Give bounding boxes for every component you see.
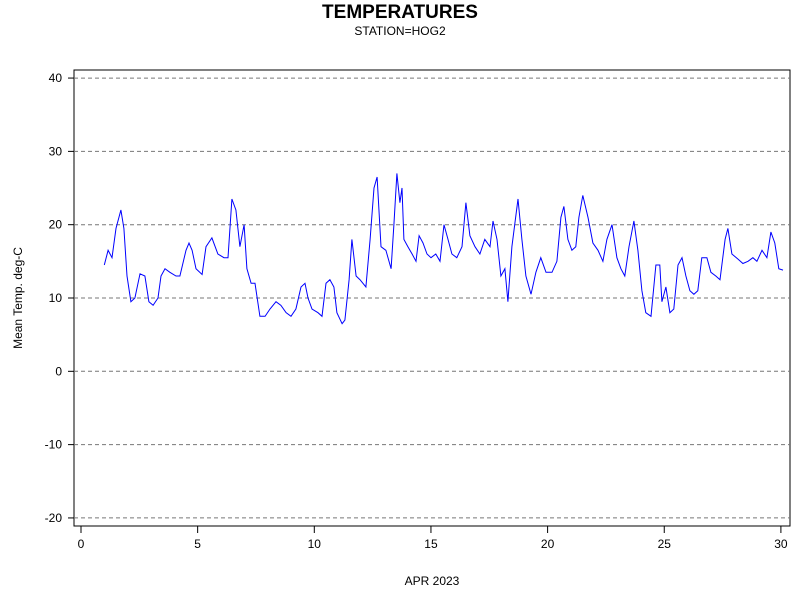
x-tick-label: 30 [774, 537, 788, 551]
x-tick-label: 10 [308, 537, 322, 551]
y-tick-label: 10 [49, 291, 63, 305]
y-tick-label: 20 [49, 218, 63, 232]
x-axis-label: APR 2023 [405, 574, 460, 588]
x-tick-label: 0 [78, 537, 85, 551]
chart-subtitle: STATION=HOG2 [354, 24, 446, 38]
y-tick-label: 30 [49, 144, 63, 158]
x-tick-label: 25 [658, 537, 672, 551]
chart-title: TEMPERATURES [322, 2, 478, 23]
x-tick-label: 15 [424, 537, 438, 551]
y-tick-label: -10 [45, 438, 63, 452]
x-tick-label: 20 [541, 537, 555, 551]
data-line [103, 173, 784, 325]
x-tick-label: 5 [194, 537, 201, 551]
y-tick-label: -20 [45, 511, 63, 525]
y-axis-label: Mean Temp. deg-C [11, 247, 25, 349]
y-tick-label: 40 [49, 71, 63, 85]
y-tick-label: 0 [55, 364, 62, 378]
